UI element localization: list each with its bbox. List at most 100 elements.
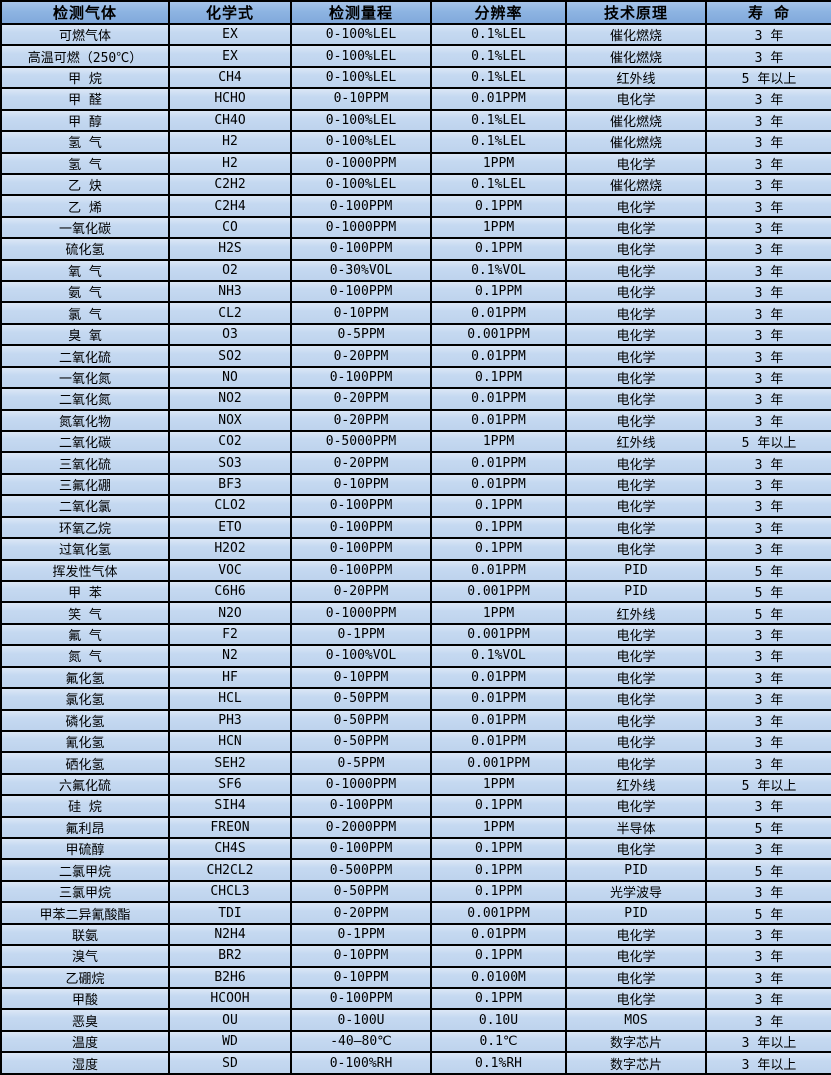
lifespan-cell: 3 年: [705, 708, 831, 732]
gas-cell: 硅 烷: [0, 794, 170, 818]
lifespan-cell: 5 年: [705, 579, 831, 604]
principle-cell: 电化学: [565, 451, 707, 475]
table-row: 乙 炔 C2H2 0-100%LEL 0.1%LEL 催化燃烧 3 年: [0, 172, 831, 197]
table-row: 氯化氢 HCL 0-50PPM 0.01PPM 电化学 3 年: [0, 687, 831, 711]
lifespan-cell: 3 年以上: [705, 1051, 831, 1075]
range-cell: 0-50PPM: [290, 687, 432, 711]
range-cell: 0-100PPM: [290, 537, 432, 561]
resolution-cell: 1PPM: [430, 429, 567, 454]
formula-cell: NO: [168, 365, 292, 390]
table-row: 氧 气 O2 0-30%VOL 0.1%VOL 电化学 3 年: [0, 258, 831, 283]
resolution-cell: 0.01PPM: [430, 344, 567, 368]
lifespan-cell: 3 年: [705, 215, 831, 240]
range-cell: 0-5PPM: [290, 751, 432, 775]
principle-cell: 电化学: [565, 237, 707, 261]
principle-cell: PID: [565, 558, 707, 582]
table-row: 温度 WD -40—80℃ 0.1℃ 数字芯片 3 年以上: [0, 1029, 831, 1054]
lifespan-cell: 3 年: [705, 944, 831, 968]
formula-cell: C6H6: [168, 579, 292, 604]
gas-cell: 氯化氢: [0, 687, 170, 711]
resolution-cell: 0.1%LEL: [430, 172, 567, 197]
gas-cell: 挥发性气体: [0, 558, 170, 582]
range-cell: 0-100U: [290, 1008, 432, 1032]
range-cell: 0-10PPM: [290, 965, 432, 990]
range-cell: 0-100PPM: [290, 837, 432, 861]
formula-cell: N2: [168, 644, 292, 668]
table-row: 三氧化硫 SO3 0-20PPM 0.01PPM 电化学 3 年: [0, 451, 831, 475]
resolution-cell: 0.01PPM: [430, 387, 567, 411]
resolution-cell: 0.1%VOL: [430, 258, 567, 283]
principle-cell: 红外线: [565, 772, 707, 797]
range-cell: 0-1000PPM: [290, 151, 432, 175]
gas-cell: 二氯甲烷: [0, 858, 170, 882]
principle-cell: 电化学: [565, 922, 707, 947]
range-cell: 0-20PPM: [290, 408, 432, 433]
gas-cell: 乙 烯: [0, 194, 170, 218]
resolution-cell: 0.01PPM: [430, 729, 567, 754]
table-row: 氟 气 F2 0-1PPM 0.001PPM 电化学 3 年: [0, 622, 831, 647]
formula-cell: H2S: [168, 237, 292, 261]
gas-cell: 一氧化碳: [0, 215, 170, 240]
formula-cell: B2H6: [168, 965, 292, 990]
range-cell: 0-500PPM: [290, 858, 432, 882]
gas-cell: 乙 炔: [0, 172, 170, 197]
principle-cell: PID: [565, 858, 707, 882]
formula-cell: HCN: [168, 729, 292, 754]
range-cell: 0-10PPM: [290, 87, 432, 111]
resolution-cell: 0.01PPM: [430, 665, 567, 690]
resolution-cell: 0.01PPM: [430, 87, 567, 111]
gas-cell: 环氧乙烷: [0, 515, 170, 540]
principle-cell: 电化学: [565, 301, 707, 325]
resolution-cell: 0.01PPM: [430, 472, 567, 497]
principle-cell: 电化学: [565, 965, 707, 990]
lifespan-cell: 3 年: [705, 1008, 831, 1032]
principle-cell: 电化学: [565, 944, 707, 968]
principle-cell: 电化学: [565, 365, 707, 390]
table-row: 甲苯二异氰酸酯 TDI 0-20PPM 0.001PPM PID 5 年: [0, 901, 831, 925]
range-cell: 0-100PPM: [290, 986, 432, 1011]
lifespan-cell: 3 年: [705, 687, 831, 711]
formula-cell: H2: [168, 130, 292, 154]
resolution-cell: 0.001PPM: [430, 751, 567, 775]
table-row: 湿度 SD 0-100%RH 0.1%RH 数字芯片 3 年以上: [0, 1051, 831, 1075]
column-header-formula: 化学式: [168, 0, 292, 25]
table-row: 甲酸 HCOOH 0-100PPM 0.1PPM 电化学 3 年: [0, 986, 831, 1011]
formula-cell: O3: [168, 322, 292, 347]
lifespan-cell: 3 年: [705, 965, 831, 990]
lifespan-cell: 5 年: [705, 858, 831, 882]
table-row: 氟利昂 FREON 0-2000PPM 1PPM 半导体 5 年: [0, 815, 831, 840]
table-row: 甲 苯 C6H6 0-20PPM 0.001PPM PID 5 年: [0, 579, 831, 604]
principle-cell: PID: [565, 579, 707, 604]
range-cell: -40—80℃: [290, 1029, 432, 1054]
lifespan-cell: 3 年: [705, 365, 831, 390]
formula-cell: CLO2: [168, 494, 292, 518]
range-cell: 0-100PPM: [290, 515, 432, 540]
gas-cell: 乙硼烷: [0, 965, 170, 990]
range-cell: 0-100%VOL: [290, 644, 432, 668]
range-cell: 0-1PPM: [290, 922, 432, 947]
gas-cell: 硒化氢: [0, 751, 170, 775]
principle-cell: 电化学: [565, 344, 707, 368]
table-row: 氨 气 NH3 0-100PPM 0.1PPM 电化学 3 年: [0, 280, 831, 304]
gas-cell: 六氟化硫: [0, 772, 170, 797]
lifespan-cell: 3 年: [705, 172, 831, 197]
principle-cell: 半导体: [565, 815, 707, 840]
formula-cell: BR2: [168, 944, 292, 968]
formula-cell: C2H4: [168, 194, 292, 218]
resolution-cell: 0.01PPM: [430, 708, 567, 732]
table-row: 氯 气 CL2 0-10PPM 0.01PPM 电化学 3 年: [0, 301, 831, 325]
principle-cell: 数字芯片: [565, 1029, 707, 1054]
lifespan-cell: 3 年: [705, 194, 831, 218]
range-cell: 0-1000PPM: [290, 772, 432, 797]
principle-cell: PID: [565, 901, 707, 925]
gas-cell: 二氧化氮: [0, 387, 170, 411]
principle-cell: 电化学: [565, 537, 707, 561]
range-cell: 0-100%RH: [290, 1051, 432, 1075]
resolution-cell: 0.001PPM: [430, 622, 567, 647]
principle-cell: 电化学: [565, 472, 707, 497]
table-row: 挥发性气体 VOC 0-100PPM 0.01PPM PID 5 年: [0, 558, 831, 582]
lifespan-cell: 5 年以上: [705, 429, 831, 454]
lifespan-cell: 3 年以上: [705, 1029, 831, 1054]
principle-cell: 电化学: [565, 515, 707, 540]
